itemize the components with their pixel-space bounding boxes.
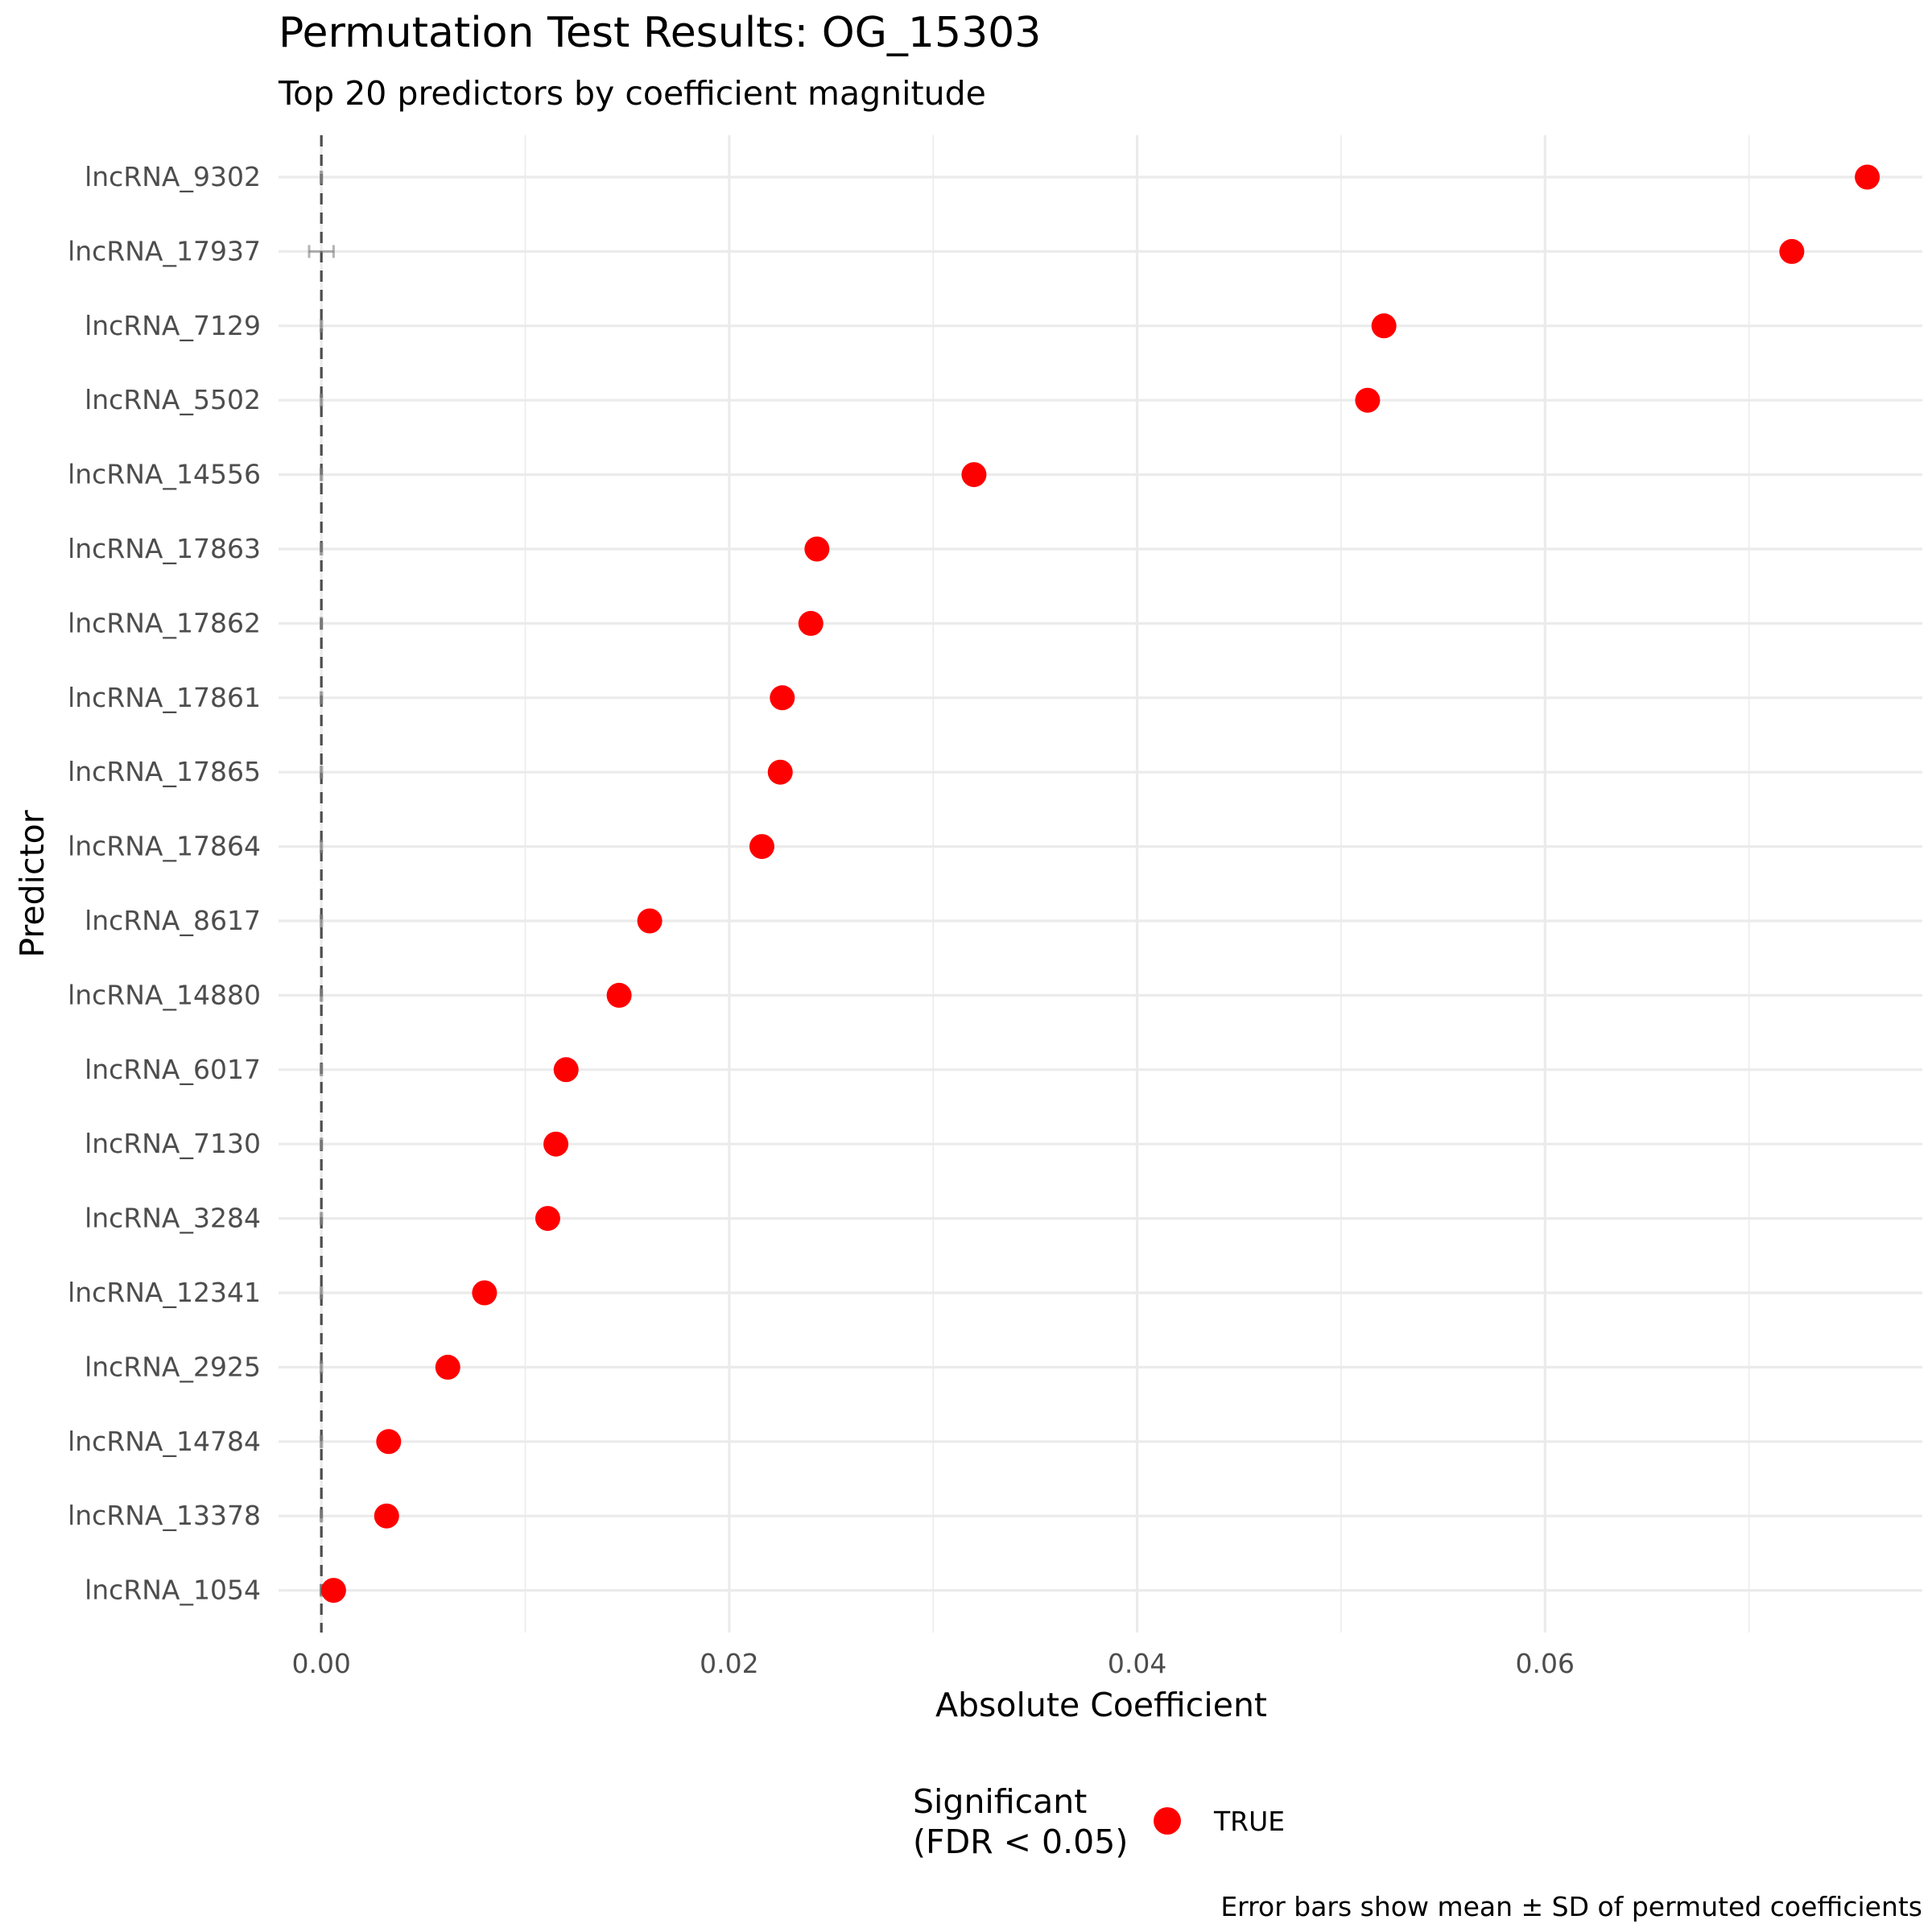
point-lncRNA_17863 (804, 536, 830, 562)
y-axis-title: Predictor (13, 810, 52, 957)
y-tick-label-9: lncRNA_17864 (68, 831, 261, 862)
y-tick-label-3: lncRNA_5502 (85, 384, 261, 415)
point-lncRNA_8617 (637, 908, 663, 934)
point-lncRNA_17937 (1779, 238, 1805, 264)
legend-label: TRUE (1213, 1806, 1285, 1837)
x-axis-ticks: 0.00 0.02 0.04 0.06 (291, 1648, 1575, 1679)
data-points (320, 164, 1880, 1604)
point-lncRNA_12341 (472, 1280, 497, 1306)
y-tick-label-13: lncRNA_7130 (85, 1128, 261, 1159)
point-lncRNA_14880 (606, 982, 632, 1008)
y-axis-ticks: lncRNA_9302 lncRNA_17937 lncRNA_7129 lncRNA… (68, 161, 261, 1606)
error-bar-1 (308, 245, 335, 258)
error-bar-13 (319, 1137, 324, 1151)
point-lncRNA_3284 (535, 1206, 560, 1232)
x-tick-label-0: 0.00 (291, 1648, 350, 1679)
point-lncRNA_17862 (798, 610, 824, 636)
error-bar-15 (319, 1286, 324, 1299)
chart-title: Permutation Test Results: OG_15303 (279, 9, 1041, 57)
point-lncRNA_17864 (749, 834, 774, 860)
chart-caption: Error bars show mean ± SD of permuted co… (1220, 1891, 1922, 1922)
y-tick-label-16: lncRNA_2925 (85, 1351, 261, 1382)
error-bar-9 (319, 840, 324, 853)
point-lncRNA_13378 (374, 1503, 399, 1529)
error-bar-6 (319, 617, 324, 630)
point-lncRNA_17861 (770, 685, 795, 711)
x-axis-title: Absolute Coefficient (935, 1686, 1267, 1724)
error-bar-18 (319, 1509, 324, 1523)
point-lncRNA_1054 (320, 1578, 346, 1604)
y-tick-label-17: lncRNA_14784 (68, 1426, 261, 1457)
error-bar-3 (319, 394, 324, 407)
y-tick-label-0: lncRNA_9302 (85, 161, 261, 192)
point-lncRNA_14784 (376, 1429, 402, 1455)
y-tick-label-2: lncRNA_7129 (85, 310, 261, 341)
error-bar-14 (319, 1212, 324, 1225)
point-lncRNA_7129 (1371, 313, 1397, 339)
y-tick-label-6: lncRNA_17862 (68, 607, 261, 638)
point-lncRNA_2925 (435, 1354, 460, 1380)
error-bar-10 (319, 914, 324, 927)
y-tick-label-15: lncRNA_12341 (68, 1277, 261, 1308)
y-tick-label-10: lncRNA_8617 (85, 905, 261, 936)
error-bar-4 (319, 468, 324, 481)
y-tick-label-11: lncRNA_14880 (68, 979, 261, 1010)
legend-title-line1: Significant (913, 1782, 1087, 1821)
point-lncRNA_17865 (767, 759, 793, 785)
error-bar-0 (319, 171, 324, 184)
error-bar-8 (319, 766, 324, 779)
error-bar-5 (319, 543, 324, 555)
legend: Significant (FDR < 0.05) TRUE (913, 1782, 1285, 1861)
x-tick-label-2: 0.04 (1108, 1648, 1166, 1679)
x-tick-label-1: 0.02 (700, 1648, 758, 1679)
error-bar-17 (319, 1435, 324, 1448)
y-tick-label-1: lncRNA_17937 (68, 235, 261, 266)
x-tick-label-3: 0.06 (1516, 1648, 1575, 1679)
error-bar-2 (319, 319, 324, 332)
point-lncRNA_5502 (1355, 387, 1381, 413)
y-tick-label-14: lncRNA_3284 (85, 1203, 261, 1234)
y-tick-label-12: lncRNA_6017 (85, 1054, 261, 1085)
point-lncRNA_14556 (961, 462, 987, 488)
error-bar-16 (319, 1360, 324, 1374)
chart-subtitle: Top 20 predictors by coefficient magnitu… (278, 74, 986, 113)
y-tick-label-7: lncRNA_17861 (68, 682, 261, 713)
grid (279, 135, 1922, 1633)
y-tick-label-5: lncRNA_17863 (68, 533, 261, 564)
legend-key-point (1154, 1807, 1181, 1835)
y-tick-label-4: lncRNA_14556 (68, 459, 261, 490)
error-bar-12 (319, 1063, 324, 1076)
y-tick-label-8: lncRNA_17865 (68, 756, 261, 787)
y-tick-label-19: lncRNA_1054 (85, 1575, 261, 1606)
legend-title-line2: (FDR < 0.05) (913, 1823, 1128, 1861)
error-bar-11 (319, 989, 324, 1002)
point-lncRNA_9302 (1855, 164, 1880, 190)
y-tick-label-18: lncRNA_13378 (68, 1500, 261, 1531)
error-bar-7 (319, 691, 324, 704)
point-lncRNA_7130 (543, 1131, 569, 1157)
point-lncRNA_6017 (553, 1057, 579, 1083)
